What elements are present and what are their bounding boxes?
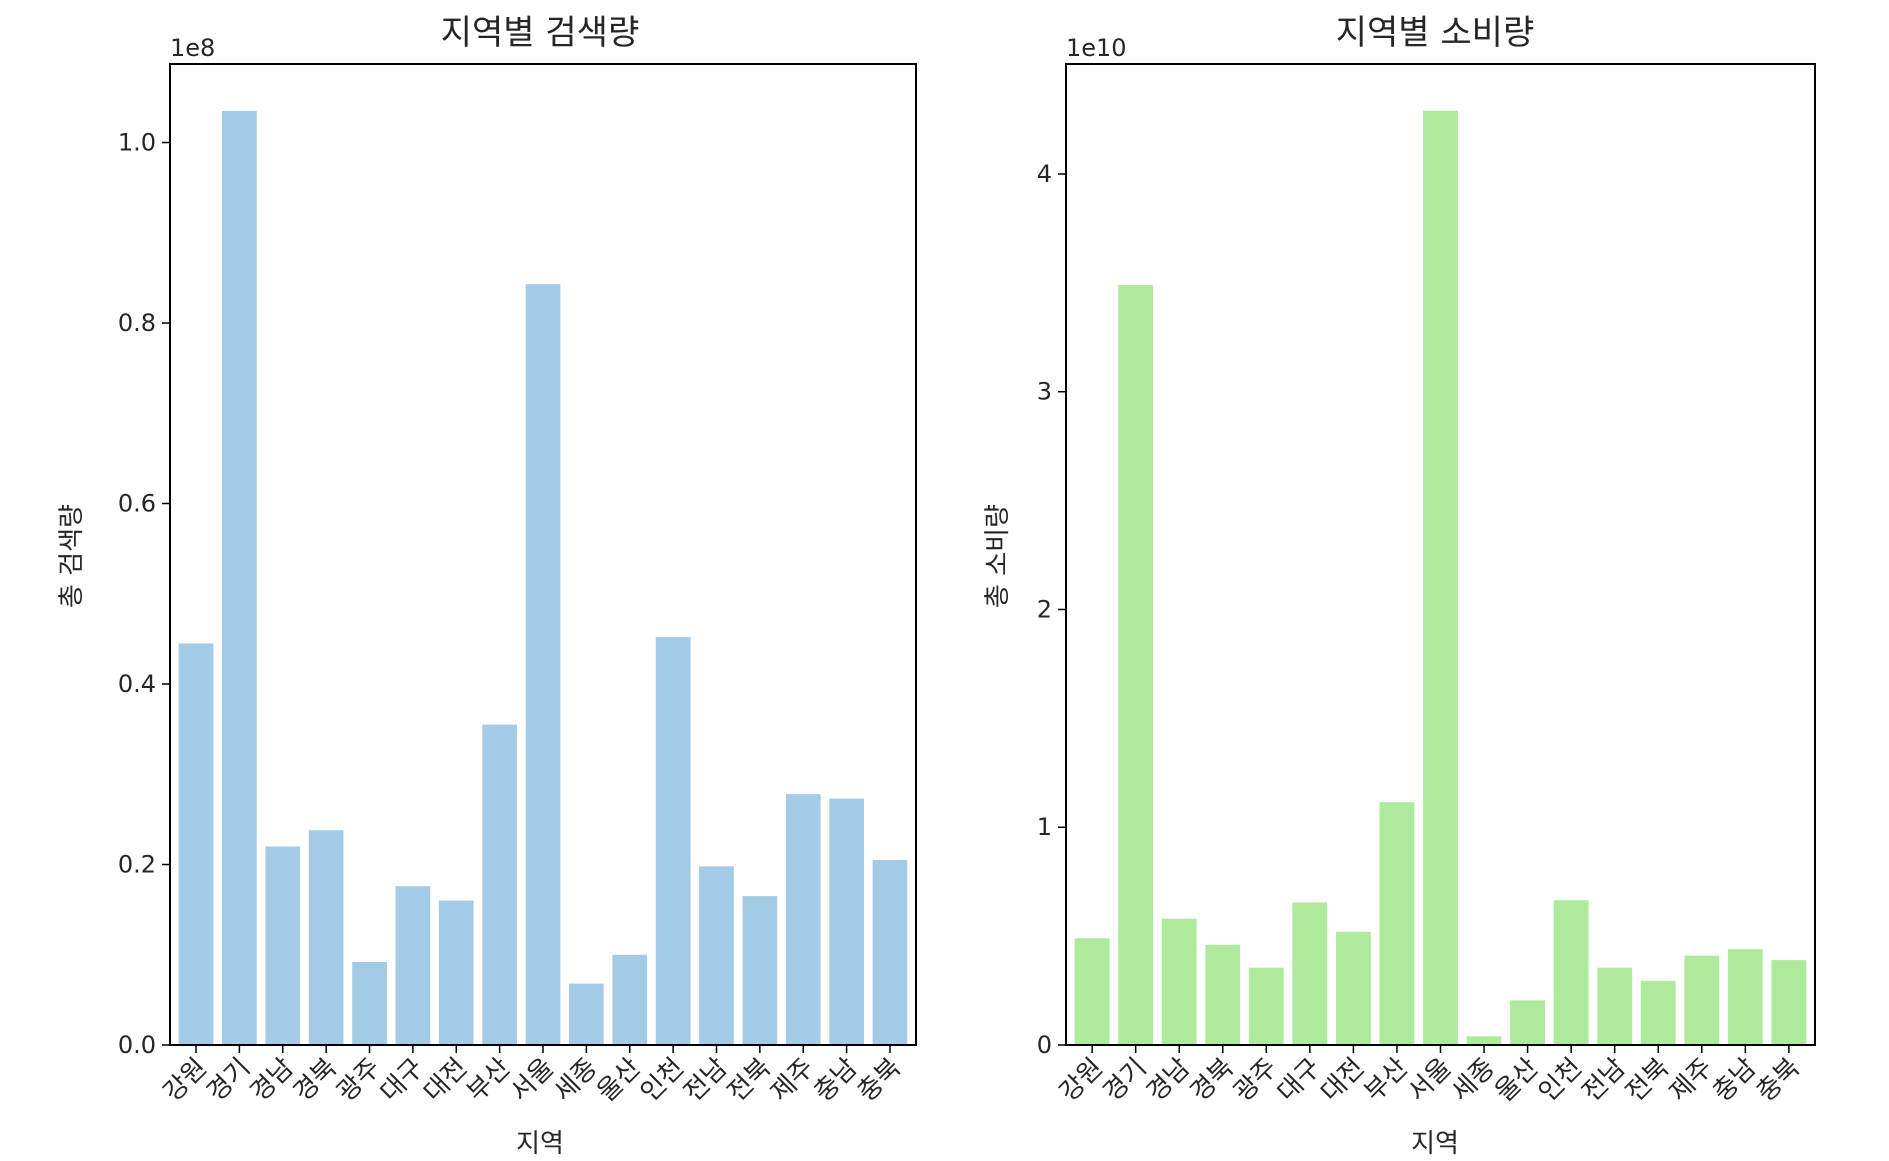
bars-group bbox=[178, 110, 908, 1045]
y-offset-text: 1e8 bbox=[170, 34, 215, 62]
bar-충북 bbox=[872, 860, 908, 1045]
bar-전북 bbox=[742, 896, 778, 1045]
bar-경남 bbox=[265, 846, 301, 1045]
y-tick-label: 0.0 bbox=[118, 1031, 156, 1059]
bar-제주 bbox=[785, 794, 821, 1045]
bar-충남 bbox=[1727, 949, 1763, 1045]
bar-충남 bbox=[829, 798, 864, 1045]
chart-title: 지역별 검색량 bbox=[441, 13, 640, 53]
bar-경기 bbox=[222, 110, 257, 1045]
bar-세종 bbox=[569, 983, 604, 1045]
plot-frame bbox=[1065, 63, 1816, 1046]
y-offset-text: 1e10 bbox=[1066, 34, 1127, 62]
plot-frame bbox=[169, 63, 917, 1046]
bar-광주 bbox=[352, 962, 387, 1045]
y-tick-label: 1 bbox=[1037, 813, 1052, 841]
x-axis-label: 지역 bbox=[1411, 1129, 1459, 1159]
bar-광주 bbox=[1248, 967, 1284, 1045]
bar-세종 bbox=[1466, 1036, 1502, 1045]
bar-경남 bbox=[1161, 918, 1197, 1045]
bar-대전 bbox=[438, 900, 474, 1045]
bar-부산 bbox=[1379, 802, 1415, 1045]
chart-title: 지역별 소비량 bbox=[1336, 13, 1535, 53]
y-tick-label: 0 bbox=[1037, 1031, 1052, 1059]
bar-대구 bbox=[395, 886, 431, 1045]
y-tick-label: 1.0 bbox=[118, 129, 156, 157]
bar-경북 bbox=[308, 830, 344, 1045]
bar-울산 bbox=[612, 954, 648, 1045]
bar-전북 bbox=[1640, 980, 1676, 1045]
bar-전남 bbox=[1597, 967, 1633, 1045]
y-tick-label: 3 bbox=[1037, 378, 1052, 406]
bar-서울 bbox=[1423, 110, 1458, 1046]
bar-인천 bbox=[1553, 900, 1589, 1045]
y-tick-label: 0.4 bbox=[118, 670, 156, 698]
x-axis-label: 지역 bbox=[516, 1129, 564, 1159]
bar-서울 bbox=[525, 284, 561, 1045]
y-tick-label: 2 bbox=[1037, 595, 1052, 623]
bar-제주 bbox=[1684, 955, 1720, 1045]
y-tick-label: 0.8 bbox=[118, 309, 156, 337]
y-tick-label: 0.2 bbox=[118, 851, 156, 879]
bars-group bbox=[1074, 110, 1807, 1046]
bar-전남 bbox=[699, 866, 734, 1045]
y-tick-label: 0.6 bbox=[118, 490, 156, 518]
bar-경기 bbox=[1118, 285, 1154, 1045]
bar-경북 bbox=[1205, 944, 1241, 1045]
bar-울산 bbox=[1510, 1000, 1545, 1045]
bar-대전 bbox=[1336, 931, 1371, 1045]
y-ticks-group: 0.0 0.2 0.4 0.6 0.8 1.0 bbox=[118, 129, 170, 1059]
bar-인천 bbox=[655, 637, 691, 1045]
bar-부산 bbox=[482, 724, 517, 1045]
y-ticks-group: 0 1 2 3 4 bbox=[1037, 160, 1066, 1059]
bar-대구 bbox=[1292, 902, 1328, 1045]
bar-충북 bbox=[1771, 960, 1807, 1045]
y-tick-label: 4 bbox=[1037, 160, 1052, 188]
bar-강원 bbox=[1074, 938, 1110, 1045]
y-axis-label: 총 검색량 bbox=[57, 504, 87, 608]
bar-강원 bbox=[178, 643, 214, 1045]
y-axis-label: 총 소비량 bbox=[983, 504, 1013, 608]
